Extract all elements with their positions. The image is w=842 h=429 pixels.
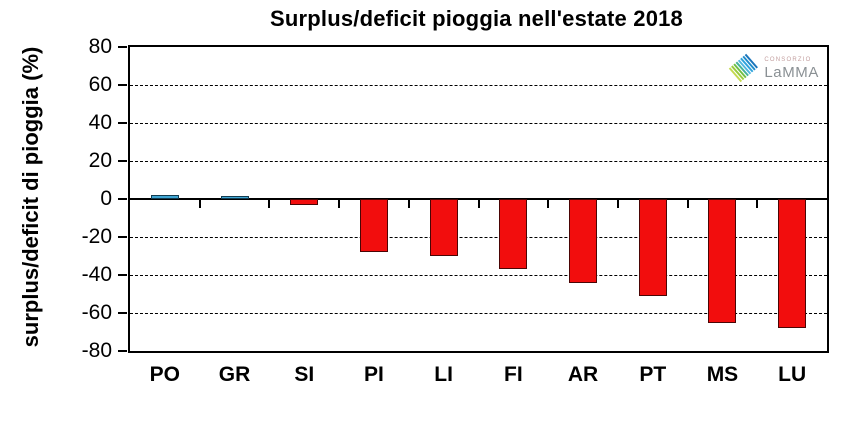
- plot-area: CONSORZIO LaMMA: [128, 45, 829, 353]
- bar-ms: [708, 199, 737, 323]
- x-axis-tick: [198, 200, 201, 208]
- category-label-po: PO: [149, 363, 181, 386]
- y-axis-tick: [118, 46, 127, 48]
- x-axis-tick: [616, 200, 619, 208]
- logo-stripe: [729, 67, 743, 83]
- category-label-pt: PT: [639, 363, 667, 386]
- category-label-si: SI: [294, 363, 315, 386]
- gridline-20: [130, 160, 827, 162]
- y-axis-tick: [118, 236, 127, 238]
- bar-pi: [359, 199, 388, 253]
- bar-po: [150, 195, 179, 199]
- x-axis-tick: [686, 200, 689, 208]
- y-axis-tick: [118, 350, 127, 352]
- y-tick-label--60: -60: [81, 301, 112, 324]
- gridline-60: [130, 84, 827, 86]
- bar-lu: [778, 199, 807, 329]
- y-tick-label--20: -20: [81, 225, 112, 248]
- bar-gr: [220, 196, 249, 199]
- logo-stripe: [745, 53, 759, 69]
- bar-fi: [499, 199, 528, 270]
- bar-li: [429, 199, 458, 256]
- chart-title: Surplus/deficit pioggia nell'estate 2018: [269, 6, 683, 31]
- y-axis-tick: [118, 274, 127, 276]
- logo-consorzio-label: CONSORZIO: [764, 56, 812, 63]
- y-tick-label--80: -80: [81, 339, 112, 362]
- category-label-ar: AR: [567, 363, 599, 386]
- logo-stripe: [733, 63, 747, 79]
- logo-stripe: [740, 57, 754, 73]
- bar-pt: [638, 199, 667, 296]
- y-tick-label-40: 40: [88, 111, 112, 134]
- category-label-fi: FI: [504, 363, 523, 386]
- x-axis-tick: [268, 200, 271, 208]
- category-label-pi: PI: [364, 363, 384, 386]
- x-axis-tick: [547, 200, 550, 208]
- logo-stripe: [738, 59, 752, 75]
- y-axis-tick: [118, 312, 127, 314]
- zero-axis-line: [130, 198, 827, 200]
- y-axis-tick: [118, 198, 127, 200]
- y-tick-label-60: 60: [88, 73, 112, 96]
- x-axis-tick: [477, 200, 480, 208]
- lamma-logo: CONSORZIO LaMMA: [725, 49, 821, 89]
- category-label-gr: GR: [218, 363, 251, 386]
- y-tick-label-20: 20: [88, 149, 112, 172]
- y-axis-tick: [118, 122, 127, 124]
- bar-si: [290, 199, 319, 205]
- x-axis-tick: [756, 200, 759, 208]
- gridline--40: [130, 274, 827, 276]
- bar-ar: [569, 199, 598, 283]
- logo-stripe: [735, 61, 750, 77]
- y-axis-tick: [118, 160, 127, 162]
- gridline--60: [130, 312, 827, 314]
- gridline-40: [130, 122, 827, 124]
- category-label-li: LI: [434, 363, 453, 386]
- logo-stripe: [742, 55, 756, 71]
- y-tick-label--40: -40: [81, 263, 112, 286]
- lamma-logo-stripes-icon: [729, 53, 759, 83]
- lamma-logo-text: CONSORZIO LaMMA: [764, 56, 819, 81]
- y-axis-tick: [118, 84, 127, 86]
- category-label-ms: MS: [706, 363, 739, 386]
- x-axis-tick: [407, 200, 410, 208]
- logo-stripe: [731, 65, 745, 81]
- x-axis-tick: [338, 200, 341, 208]
- logo-lamma-label: LaMMA: [764, 63, 819, 81]
- category-label-lu: LU: [778, 363, 807, 386]
- gridline--20: [130, 236, 827, 238]
- y-tick-label-80: 80: [88, 35, 112, 58]
- y-tick-label-0: 0: [100, 187, 112, 210]
